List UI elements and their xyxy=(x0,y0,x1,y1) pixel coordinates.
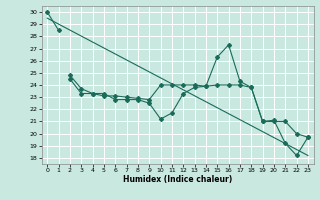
X-axis label: Humidex (Indice chaleur): Humidex (Indice chaleur) xyxy=(123,175,232,184)
